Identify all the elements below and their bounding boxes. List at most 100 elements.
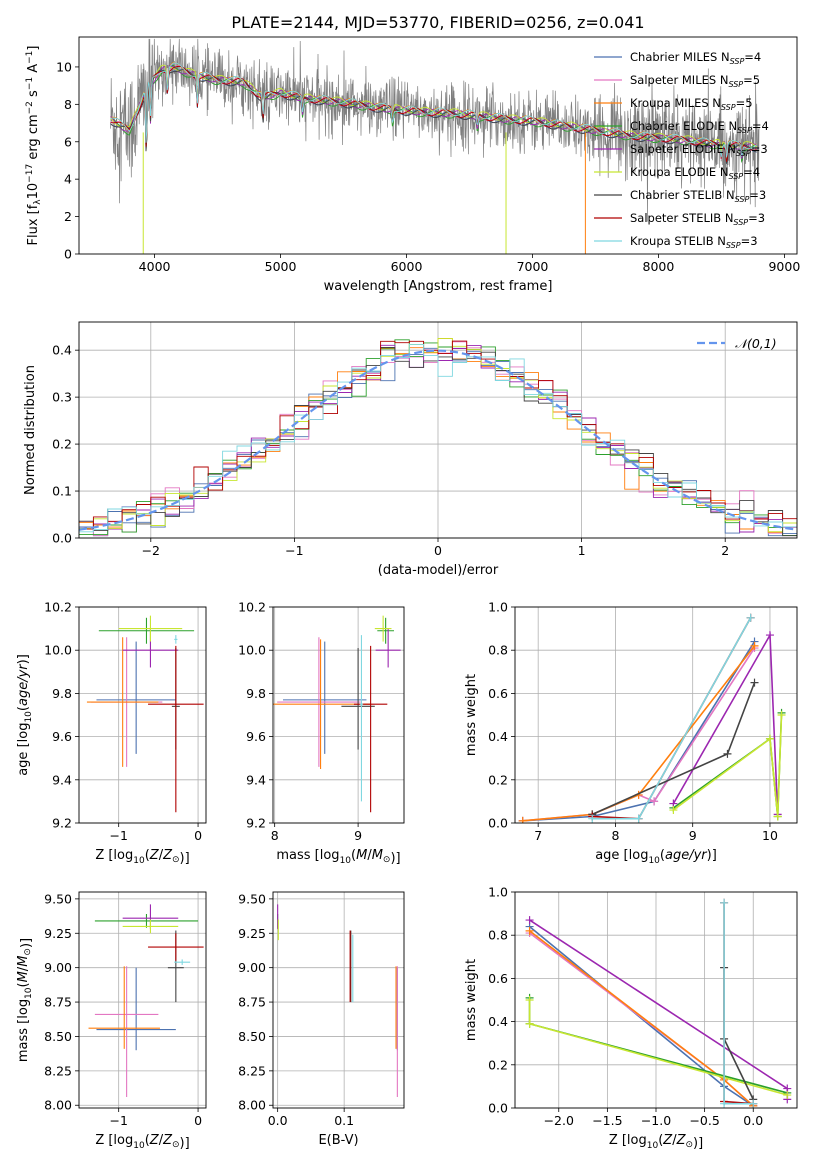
legend: Chabrier MILES NSSP=4 Salpeter MILES NSSP… [594, 50, 769, 250]
y-tick-label: 9.6 [246, 729, 266, 744]
x-tick-label: 8 [611, 828, 619, 843]
y-tick-label: 1.0 [488, 600, 508, 615]
axes-frame [514, 891, 798, 1109]
errorbar-chabrier-elodie [98, 617, 195, 644]
errorbar-salpeter-stelib [148, 645, 204, 813]
y-axis-label: mass weight [464, 959, 479, 1041]
y-tick-label: 0.0 [488, 816, 508, 831]
y-axis-label: Normed distribution [23, 365, 38, 495]
weight-marker-kroupa-elodie [765, 734, 774, 743]
y-tick-label: 9.8 [52, 686, 72, 701]
y-axis-label: mass weight [464, 674, 479, 756]
legend-label-salpeter-stelib: Salpeter STELIB NSSP=3 [630, 211, 765, 227]
x-axis-label: age [log10(age/yr)] [595, 848, 717, 866]
weight-marker-kroupa-elodie [777, 711, 786, 719]
y-tick-label: 8 [64, 97, 72, 112]
y-tick-label: 8.00 [44, 1098, 72, 1113]
panel-age-weight: 7 8 9 10 0.0 0.2 0.4 0.6 0.8 1.0 age [log10(age/yr… [464, 600, 798, 866]
weight-marker-kroupa-elodie [525, 1019, 534, 1028]
panel-z-age: −1 0 9.2 9.4 9.6 9.8 10.0 10.2 Z [log10(Z/Z⊙)] ag… [16, 600, 207, 866]
figure-title: PLATE=2144, MJD=53770, FIBERID=0256, z=0… [231, 13, 644, 32]
x-tick-label: 1 [578, 543, 586, 558]
y-tick-label: 2 [64, 209, 72, 224]
y-tick-label: 9.25 [238, 926, 266, 941]
x-tick-label: −1.0 [641, 1113, 671, 1128]
y-tick-label: 9.4 [52, 772, 72, 787]
x-tick-label: −0.5 [689, 1113, 719, 1128]
x-axis-label: Z [log10(Z/Z⊙)] [95, 1133, 189, 1151]
y-tick-label: 0.4 [488, 729, 508, 744]
errorbar-chabrier-miles [96, 967, 176, 1051]
legend: 𝒩(0,1) [697, 336, 777, 351]
x-tick-label: 0 [194, 1113, 202, 1128]
legend-label-chabrier-miles: Chabrier MILES NSSP=4 [630, 50, 761, 66]
weight-line-kroupa-stelib [723, 902, 754, 1105]
errorbar-salpeter-elodie [375, 628, 401, 668]
weight-marker-kroupa-miles [525, 926, 534, 935]
x-tick-label: −1 [109, 828, 127, 843]
y-tick-label: 0.6 [488, 971, 508, 986]
plot-area-residuals [79, 337, 797, 537]
errorbar-kroupa-elodie [118, 615, 183, 642]
model-spectrum-salpeter-stelib [110, 65, 757, 162]
x-tick-label: 7000 [517, 259, 549, 274]
x-tick-label: −1.5 [592, 1113, 622, 1128]
plot-area-z-mass [88, 904, 204, 1097]
y-tick-label: 0.0 [52, 531, 72, 546]
y-tick-label: 8.25 [44, 1063, 72, 1078]
errorbar-kroupa-miles [86, 637, 159, 767]
x-tick-label: 9 [354, 828, 362, 843]
y-tick-label: 9.00 [238, 960, 266, 975]
y-tick-label: 0.3 [52, 390, 72, 405]
axes-frame [272, 891, 405, 1109]
x-tick-label: 4000 [139, 259, 171, 274]
y-tick-label: 6 [64, 134, 72, 149]
axes-frame [514, 606, 798, 824]
model-spectrum-kroupa-stelib [110, 62, 757, 158]
weight-marker-kroupa-miles [518, 816, 527, 823]
axes-frame [78, 606, 207, 824]
y-axis-label: Flux [fλ10−17 erg cm−2 s−1 A−1] [25, 46, 43, 246]
x-axis-label: Z [log10(Z/Z⊙)] [95, 848, 189, 866]
weight-marker-kroupa-miles [750, 641, 759, 650]
panel-z-mass: −1 0 8.00 8.25 8.50 8.75 9.00 9.25 9.50 Z [log10(… [16, 891, 207, 1151]
y-tick-label: 9.50 [238, 891, 266, 906]
weight-line-kroupa-elodie [528, 1000, 788, 1096]
weight-marker-kroupa-stelib [634, 814, 643, 823]
normal-curve [79, 349, 795, 531]
legend-label-kroupa-stelib: Kroupa STELIB NSSP=3 [630, 234, 758, 250]
errorbar-chabrier-miles [283, 641, 367, 754]
x-tick-label: −1 [109, 1113, 127, 1128]
y-tick-label: 0.8 [488, 928, 508, 943]
y-axis-label: mass [log10(M/M⊙)] [16, 938, 34, 1062]
weight-line-kroupa-stelib [592, 617, 752, 820]
errorbar-salpeter-miles [277, 637, 361, 767]
y-tick-label: 9.2 [246, 816, 266, 831]
y-tick-label: 9.8 [246, 686, 266, 701]
y-tick-label: 0.1 [52, 484, 72, 499]
weight-line-kroupa-elodie [672, 714, 783, 817]
weight-marker-chabrier-stelib [750, 678, 759, 687]
y-tick-label: 9.00 [44, 960, 72, 975]
errorbar-salpeter-stelib [353, 645, 388, 813]
y-axis-label: age [log10(age/yr)] [16, 654, 34, 776]
x-tick-label: 9000 [768, 259, 800, 274]
weight-line-salpeter-stelib [723, 902, 754, 1105]
x-tick-label: 6000 [391, 259, 423, 274]
plot-area-age-weight [518, 613, 786, 823]
y-tick-label: 8.50 [44, 1029, 72, 1044]
y-tick-label: 9.6 [52, 729, 72, 744]
x-axis-label: (data-model)/error [378, 563, 499, 578]
histogram-kroupa-stelib [79, 343, 797, 533]
y-tick-label: 9.2 [52, 816, 72, 831]
panel-z-weight: −2.0 −1.5 −1.0 −0.5 0.0 0.0 0.2 0.4 0.6 0.8 1.0 Z [… [464, 885, 798, 1151]
axes-frame [78, 321, 798, 539]
y-tick-label: 8.75 [44, 995, 72, 1010]
y-tick-label: 0.8 [488, 643, 508, 658]
x-tick-label: 5000 [265, 259, 297, 274]
errorbar-salpeter-miles [94, 966, 159, 1097]
y-tick-label: 4 [64, 172, 72, 187]
weight-marker-salpeter-elodie [525, 916, 534, 925]
y-tick-label: 1.0 [488, 885, 508, 900]
panel-spectrum: 4000 5000 6000 7000 8000 9000 0 2 4 6 8 10 wavelengt… [25, 36, 800, 294]
